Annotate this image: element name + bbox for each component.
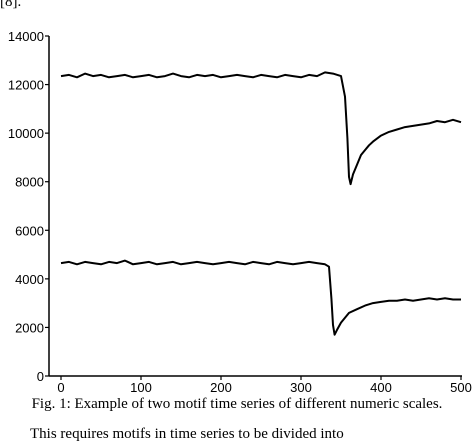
y-tick-label: 0 — [37, 369, 44, 384]
y-tick-label: 14000 — [8, 29, 44, 44]
series-line-2 — [60, 259, 461, 336]
y-axis-ticks: 0 2000 4000 6000 8000 10000 12000 14000 — [8, 29, 49, 384]
y-tick-label: 8000 — [15, 175, 44, 190]
line-chart: 0 2000 4000 6000 8000 10000 12000 14000 0 100 200… — [8, 29, 472, 392]
x-axis-ticks: 0 100 200 300 400 500 — [57, 376, 472, 392]
y-tick-label: 4000 — [15, 272, 44, 287]
y-tick-label: 6000 — [15, 223, 44, 238]
y-tick-label: 10000 — [8, 126, 44, 141]
top-text-fragment: [8]. — [0, 0, 22, 10]
x-tick-label: 100 — [130, 380, 152, 392]
y-tick-label: 2000 — [15, 320, 44, 335]
x-tick-label: 300 — [290, 380, 312, 392]
figure-caption: Fig. 1: Example of two motif time series… — [31, 396, 443, 412]
series-line-1 — [60, 71, 462, 186]
bottom-text-fragment: This requires motifs in time series to b… — [30, 426, 344, 442]
x-tick-label: 500 — [450, 380, 472, 392]
x-tick-label: 0 — [57, 380, 64, 392]
series-lines — [60, 71, 462, 336]
x-tick-label: 200 — [210, 380, 232, 392]
x-tick-label: 400 — [370, 380, 392, 392]
y-tick-label: 12000 — [8, 78, 44, 93]
